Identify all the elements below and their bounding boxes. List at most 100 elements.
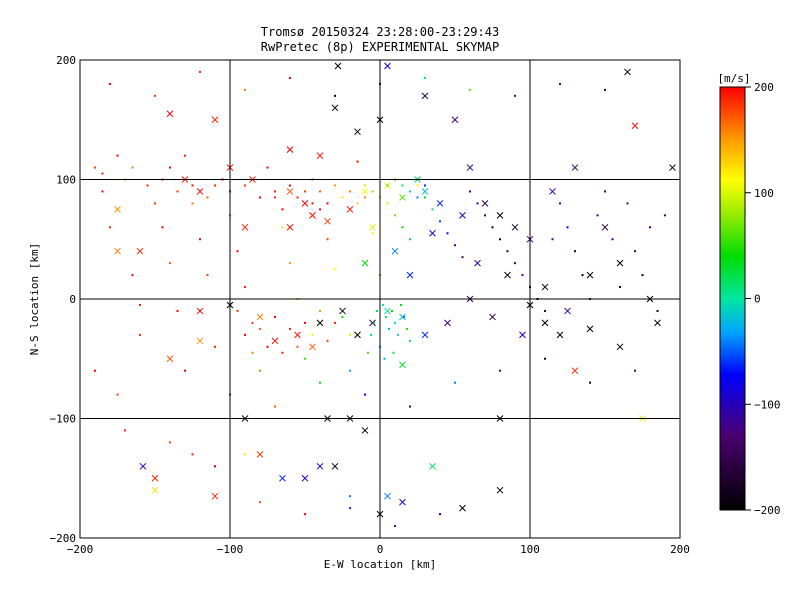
colorbar-ticks: 200 100 0 −100 −200 [745, 81, 781, 517]
data-point-dot [382, 303, 384, 306]
y-axis-ticks: −200 −100 0 100 200 [50, 54, 77, 545]
data-point-dot [341, 196, 344, 199]
data-point-dot [259, 369, 261, 372]
data-point-dot [109, 226, 111, 229]
data-point-dot [349, 507, 351, 510]
data-point-dot [206, 274, 209, 277]
data-point-dot [521, 274, 524, 277]
data-point-dot [334, 184, 336, 187]
data-point-dot [424, 76, 426, 79]
data-point-dot [391, 309, 393, 312]
y-tick-label: −100 [50, 413, 77, 426]
data-point-dot [296, 345, 299, 348]
data-point-dot [319, 208, 321, 211]
data-point-dot [281, 208, 284, 211]
data-point-x [151, 486, 159, 494]
data-point-x [256, 450, 264, 458]
data-point-dot [349, 333, 351, 336]
data-point-dot [604, 88, 606, 91]
data-point-dot [383, 357, 386, 360]
data-point-dot [499, 238, 501, 241]
x-axis-ticks: −200 −100 0 100 200 [67, 543, 690, 556]
x-tick-label: −100 [217, 543, 244, 556]
data-point-dot [514, 262, 516, 265]
data-point-x [114, 247, 121, 255]
data-point-dot [131, 166, 134, 169]
data-point-dot [371, 232, 374, 235]
data-point-dot [416, 184, 419, 187]
data-point-x [286, 188, 294, 195]
data-point-dot [634, 250, 636, 253]
data-point-dot [169, 262, 171, 265]
data-point-dot [544, 357, 546, 360]
data-point-dot [403, 315, 405, 318]
data-point-dot [551, 238, 554, 241]
data-point-x [339, 307, 346, 315]
data-point-dot [326, 202, 329, 205]
data-point-dot [116, 393, 119, 396]
data-point-dot [514, 94, 516, 97]
data-point-dot [506, 250, 509, 253]
data-point-dot [116, 154, 119, 157]
data-point-dot [304, 190, 306, 193]
data-point-dot [394, 214, 396, 217]
data-point-x [301, 474, 309, 482]
data-point-dot [454, 381, 456, 384]
data-point-dot [169, 166, 171, 169]
data-point-dot [214, 184, 216, 187]
data-point-dot [259, 196, 261, 199]
data-point-dot [364, 393, 366, 396]
data-point-dot [349, 190, 351, 193]
data-point-dot [304, 357, 306, 360]
data-point-dot [244, 184, 246, 187]
x-tick-label: −200 [67, 543, 94, 556]
data-point-dot [370, 333, 372, 336]
data-point-dot [626, 202, 629, 205]
y-axis-label: N-S location [km] [28, 243, 41, 356]
data-point-dot [251, 351, 254, 354]
data-point-x [384, 307, 391, 315]
data-point-dot [373, 321, 375, 324]
data-point-dot [304, 513, 306, 516]
data-point-dot [191, 202, 194, 205]
data-point-dot [469, 190, 471, 193]
data-point-dot [184, 369, 186, 372]
data-point-dot [461, 256, 464, 259]
colorbar-tick-label: −200 [754, 504, 781, 517]
x-tick-label: 100 [520, 543, 540, 556]
data-point-x [151, 474, 159, 482]
data-point-x [279, 474, 286, 482]
data-point-dot [214, 465, 216, 468]
data-point-x [136, 247, 144, 255]
data-point-dot [484, 214, 486, 217]
data-point-x [399, 313, 406, 321]
data-point-x [489, 313, 496, 321]
data-point-x [654, 319, 661, 327]
data-point-dot [289, 76, 291, 79]
data-point-x [309, 343, 316, 351]
data-point-dot [154, 94, 156, 97]
data-point-dot [334, 94, 336, 97]
data-point-x [631, 122, 639, 130]
data-point-dot [664, 214, 666, 217]
data-point-dot [311, 333, 314, 336]
data-point-x [241, 223, 249, 231]
data-point-dot [334, 321, 336, 324]
data-point-dot [349, 369, 351, 372]
data-point-dot [296, 196, 299, 199]
grid-lines [80, 60, 680, 538]
data-point-dot [392, 351, 395, 354]
data-point-x [586, 325, 594, 333]
data-point-dot [214, 345, 216, 348]
data-point-dot [400, 303, 402, 306]
data-point-dot [409, 190, 411, 193]
data-point-dot [424, 196, 426, 199]
y-tick-label: 100 [56, 174, 76, 187]
data-point-dot [634, 369, 636, 372]
data-points [94, 62, 676, 528]
data-point-dot [566, 226, 569, 229]
data-point-x [624, 68, 631, 76]
data-point-x [429, 229, 436, 237]
data-point-dot [319, 309, 321, 312]
data-point-dot [574, 250, 576, 253]
